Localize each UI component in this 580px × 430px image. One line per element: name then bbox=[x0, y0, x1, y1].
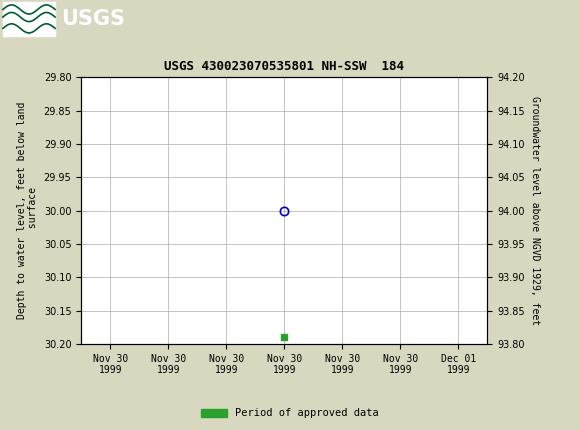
FancyBboxPatch shape bbox=[3, 2, 55, 36]
Title: USGS 430023070535801 NH-SSW  184: USGS 430023070535801 NH-SSW 184 bbox=[164, 61, 404, 74]
Y-axis label: Depth to water level, feet below land
 surface: Depth to water level, feet below land su… bbox=[17, 102, 38, 319]
Legend: Period of approved data: Period of approved data bbox=[197, 404, 383, 423]
Y-axis label: Groundwater level above NGVD 1929, feet: Groundwater level above NGVD 1929, feet bbox=[530, 96, 540, 325]
Text: USGS: USGS bbox=[61, 9, 125, 29]
